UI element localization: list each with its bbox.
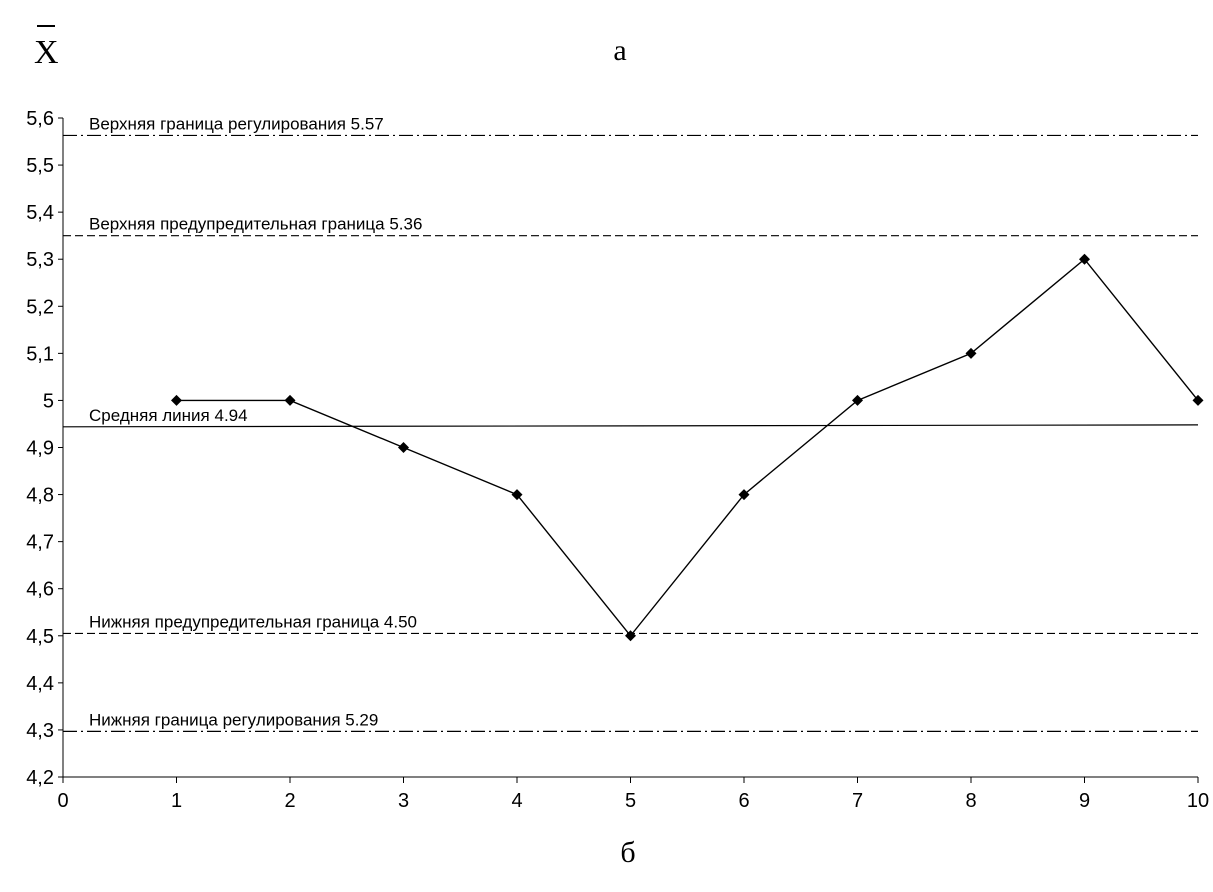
data-point bbox=[511, 489, 523, 501]
x-tick-label: 6 bbox=[738, 790, 749, 812]
panel-label-top: а bbox=[613, 34, 626, 67]
x-tick-label: 5 bbox=[625, 790, 636, 812]
x-tick-label: 7 bbox=[852, 790, 863, 812]
x-tick-label: 9 bbox=[1079, 790, 1090, 812]
y-tick-label: 4,2 bbox=[26, 767, 54, 789]
data-point bbox=[965, 347, 977, 359]
x-tick-label: 2 bbox=[284, 790, 295, 812]
x-tick-label: 4 bbox=[511, 790, 522, 812]
data-series bbox=[171, 253, 1204, 642]
data-point bbox=[171, 394, 182, 406]
y-tick-label: 4,8 bbox=[26, 485, 54, 507]
y-tick-label: 5,3 bbox=[26, 249, 54, 271]
reference-line-label: Средняя линия 4.94 bbox=[89, 406, 248, 425]
data-point bbox=[398, 442, 409, 453]
x-tick-label: 10 bbox=[1187, 790, 1209, 812]
data-point bbox=[1192, 394, 1204, 406]
reference-line-label: Верхняя предупредительная граница 5.36 bbox=[89, 215, 422, 234]
y-tick-label: 4,4 bbox=[26, 673, 54, 695]
y-tick-label: 5,1 bbox=[26, 343, 54, 365]
y-tick-label: 5,2 bbox=[26, 296, 54, 318]
data-point bbox=[738, 489, 750, 501]
y-tick-label: 5 bbox=[43, 390, 54, 412]
y-tick-label: 4,7 bbox=[26, 532, 54, 554]
y-tick-label: 4,3 bbox=[26, 720, 54, 742]
data-point bbox=[1079, 253, 1090, 265]
reference-line-solid bbox=[62, 424, 1199, 428]
x-tick-label: 1 bbox=[171, 790, 182, 812]
y-symbol: X bbox=[34, 34, 59, 71]
data-point bbox=[625, 630, 636, 642]
reference-line-label: Нижняя предупредительная граница 4.50 bbox=[89, 612, 417, 631]
reference-line-label: Верхняя граница регулирования 5.57 bbox=[89, 114, 384, 133]
x-tick-label: 8 bbox=[965, 790, 976, 812]
y-tick-label: 4,6 bbox=[26, 579, 54, 601]
reference-line-label: Нижняя граница регулирования 5.29 bbox=[89, 710, 378, 729]
y-tick-label: 5,4 bbox=[26, 202, 54, 224]
y-tick-label: 4,5 bbox=[26, 626, 54, 648]
data-point bbox=[284, 394, 296, 406]
y-tick-label: 5,6 bbox=[26, 108, 54, 130]
data-point bbox=[852, 394, 863, 406]
reference-lines: Верхняя граница регулирования 5.57 Верхня… bbox=[62, 114, 1199, 732]
series-line bbox=[176, 258, 1199, 637]
x-tick-label: 0 bbox=[57, 790, 68, 812]
panel-label-bottom: б bbox=[620, 836, 635, 869]
axes: 4,2 4,3 4,4 4,5 4,6 4,7 4,8 4,9 5 5,1 5,2 5,3 5,4 5,5… bbox=[26, 108, 1209, 812]
y-tick-label: 4,9 bbox=[26, 438, 54, 460]
x-tick-label: 3 bbox=[398, 790, 409, 812]
y-tick-label: 5,5 bbox=[26, 155, 54, 177]
